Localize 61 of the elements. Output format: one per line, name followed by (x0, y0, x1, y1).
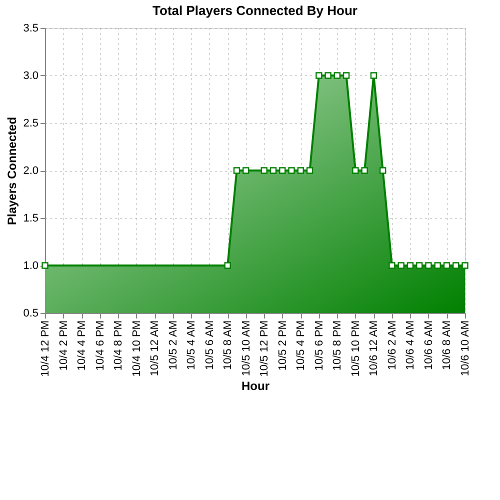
point (379, 167, 386, 174)
point (270, 167, 277, 174)
x-tick-label: 10/5 4 PM (295, 320, 308, 371)
x-tick-label: 10/4 4 PM (76, 320, 88, 371)
point (260, 167, 268, 174)
point (398, 262, 404, 269)
x-tick-label: 10/5 10 PM (350, 320, 362, 377)
x-tick-label: 10/5 2 PM (276, 320, 289, 371)
y-tick-label: 1.5 (23, 212, 38, 224)
point (425, 262, 432, 269)
x-tick-label: 10/6 6 AM (422, 320, 435, 370)
y-tick-label: 3.5 (23, 22, 38, 34)
x-tick-label: 10/4 10 PM (130, 320, 143, 377)
point (361, 167, 368, 174)
point (224, 262, 231, 269)
point (42, 262, 48, 269)
point (462, 262, 468, 269)
point (416, 262, 423, 269)
x-tick-label: 10/5 10 AM (240, 320, 252, 376)
chart-title: Total Players Connected By Hour (152, 3, 358, 18)
point (443, 262, 450, 269)
x-tick-label: 10/5 12 AM (149, 320, 162, 376)
x-tick-label: 10/4 6 PM (94, 320, 106, 371)
point (334, 72, 341, 79)
y-tick-label: 2.5 (23, 118, 38, 130)
point (452, 262, 460, 269)
y-axis-title: Players Connected (5, 116, 20, 226)
point (370, 72, 378, 79)
x-tick-label: 10/5 4 AM (186, 320, 198, 370)
y-tick-label: 3.0 (23, 70, 38, 82)
point (352, 167, 359, 174)
y-tick-label: 0.5 (23, 308, 38, 320)
x-tick-label: 10/5 6 AM (204, 320, 216, 370)
point (388, 262, 396, 269)
x-tick-label: 10/5 2 AM (167, 320, 180, 370)
x-tick-label: 10/6 10 AM (460, 320, 472, 376)
x-tick-label: 10/4 8 PM (112, 320, 125, 371)
point (233, 167, 240, 174)
x-tick-label: 10/6 12 AM (368, 320, 380, 376)
point (342, 72, 350, 79)
x-tick-label: 10/6 8 AM (441, 320, 454, 370)
x-tick-label: 10/4 12 PM (40, 320, 52, 377)
x-tick-label: 10/5 8 PM (332, 320, 344, 371)
point (288, 167, 295, 174)
x-axis-title: Hour (242, 378, 270, 393)
x-tick-label: 10/5 8 AM (222, 320, 234, 370)
point (406, 262, 414, 269)
point (306, 167, 314, 174)
x-tick-label: 10/6 2 AM (386, 320, 398, 370)
x-tick-label: 10/5 6 PM (313, 320, 326, 371)
y-tick-label: 2.0 (23, 165, 38, 177)
y-tick-label: 1.0 (23, 260, 38, 272)
point (279, 167, 286, 174)
point (324, 72, 332, 79)
x-tick-label: 10/4 2 PM (58, 320, 70, 371)
point (434, 262, 441, 269)
point (242, 167, 250, 174)
point (297, 167, 304, 174)
x-tick-label: 10/6 4 AM (404, 320, 417, 370)
point (316, 72, 322, 79)
x-tick-label: 10/5 12 PM (258, 320, 271, 377)
